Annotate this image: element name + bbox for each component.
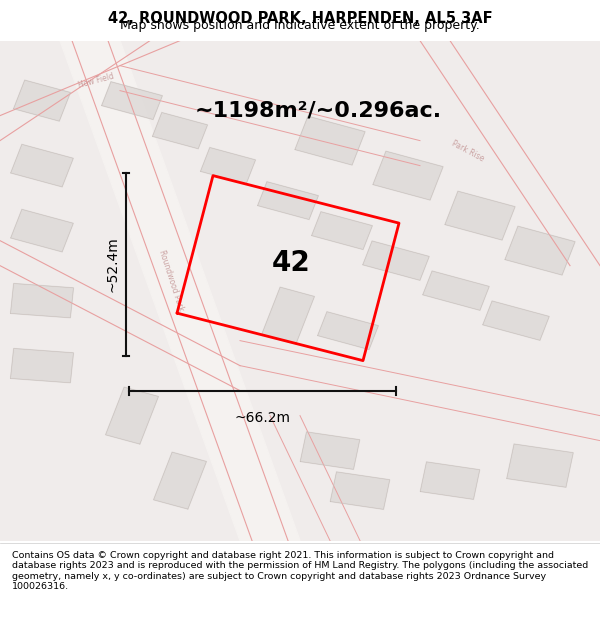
Polygon shape — [373, 151, 443, 200]
Polygon shape — [11, 284, 73, 318]
Polygon shape — [423, 271, 489, 310]
Polygon shape — [507, 444, 573, 488]
Polygon shape — [257, 182, 319, 219]
Polygon shape — [106, 388, 158, 444]
Polygon shape — [483, 301, 549, 340]
Text: Roundwood Park: Roundwood Park — [157, 249, 185, 312]
Text: How Field: How Field — [77, 71, 115, 90]
Text: ~66.2m: ~66.2m — [235, 411, 290, 424]
Text: 42, ROUNDWOOD PARK, HARPENDEN, AL5 3AF: 42, ROUNDWOOD PARK, HARPENDEN, AL5 3AF — [107, 11, 493, 26]
Polygon shape — [311, 212, 373, 249]
Polygon shape — [11, 209, 73, 252]
Polygon shape — [200, 148, 256, 184]
Polygon shape — [330, 472, 390, 509]
Polygon shape — [101, 82, 163, 119]
Text: Park Rise: Park Rise — [450, 138, 486, 163]
Polygon shape — [262, 288, 314, 344]
Polygon shape — [317, 312, 379, 349]
Polygon shape — [445, 191, 515, 240]
Polygon shape — [152, 112, 208, 149]
Polygon shape — [505, 226, 575, 275]
Polygon shape — [60, 41, 300, 541]
Text: 42: 42 — [272, 249, 310, 277]
Polygon shape — [363, 241, 429, 280]
Polygon shape — [420, 462, 480, 499]
Polygon shape — [154, 452, 206, 509]
Polygon shape — [295, 116, 365, 165]
Polygon shape — [14, 80, 70, 121]
Text: Contains OS data © Crown copyright and database right 2021. This information is : Contains OS data © Crown copyright and d… — [12, 551, 588, 591]
Text: ~1198m²/~0.296ac.: ~1198m²/~0.296ac. — [194, 101, 442, 121]
Polygon shape — [11, 349, 73, 382]
Polygon shape — [300, 432, 360, 469]
Text: ~52.4m: ~52.4m — [106, 236, 120, 292]
Text: Map shows position and indicative extent of the property.: Map shows position and indicative extent… — [120, 19, 480, 32]
Polygon shape — [11, 144, 73, 187]
